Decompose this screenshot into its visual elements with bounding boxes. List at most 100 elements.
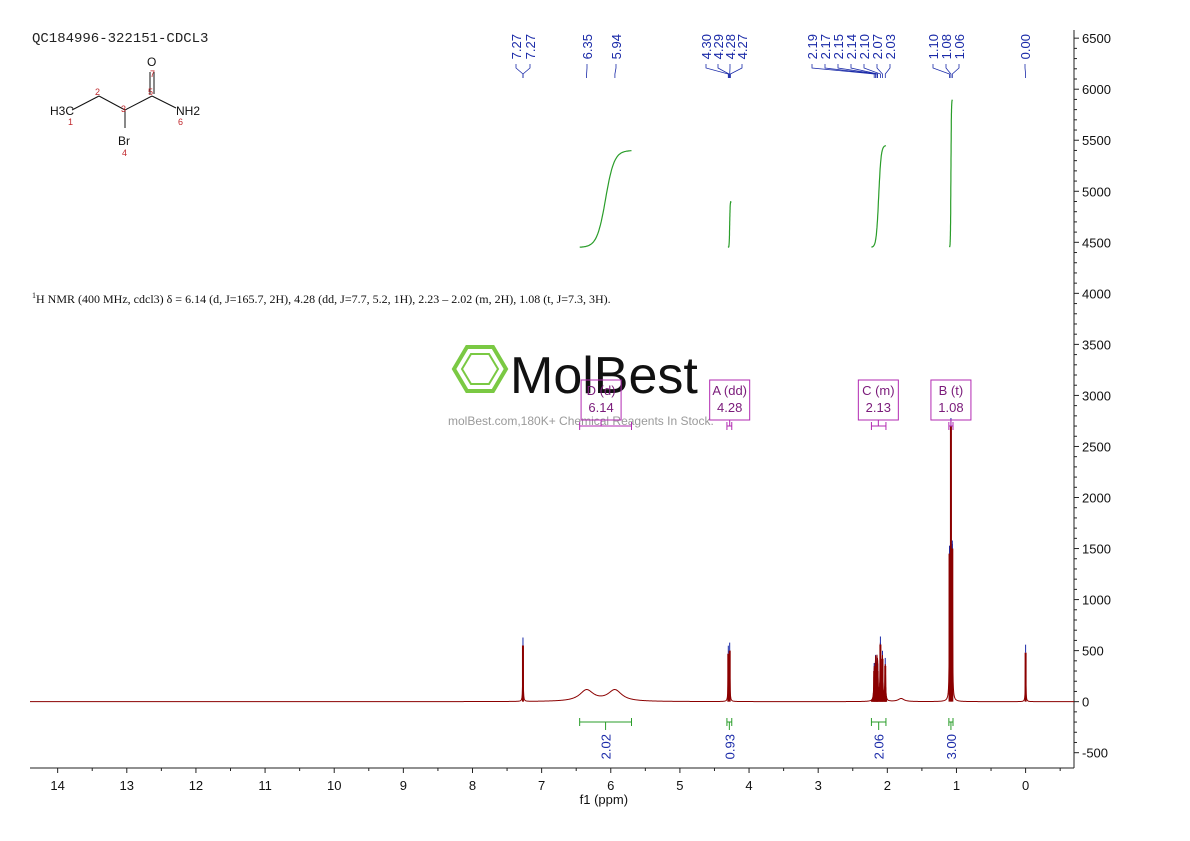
molbest-logo-icon — [451, 345, 509, 393]
peak-shift-label: 2.10 — [857, 34, 872, 59]
multiplet-label: A (dd) — [712, 383, 747, 398]
y-tick-label: 2500 — [1082, 439, 1111, 454]
y-tick-label: 6500 — [1082, 31, 1111, 46]
x-axis-label: f1 (ppm) — [580, 792, 628, 807]
atom-number-2: 2 — [95, 87, 100, 97]
atom-number-5: 5 — [148, 87, 153, 97]
peak-label-connector — [522, 64, 531, 78]
y-tick-label: 3000 — [1082, 388, 1111, 403]
peak-label-connector — [705, 64, 729, 78]
y-tick-label: 4500 — [1082, 235, 1111, 250]
x-tick-label: 3 — [815, 778, 822, 793]
nmr-summary-text: 1H NMR (400 MHz, cdcl3) δ = 6.14 (d, J=1… — [32, 287, 632, 308]
atom-number-4: 4 — [122, 148, 127, 158]
molbest-watermark: MolBest molBest.com,180K+ Chemical Reage… — [448, 345, 714, 428]
peak-shift-label: 5.94 — [609, 34, 624, 59]
peak-label-connector — [876, 64, 883, 78]
peak-shift-label: 2.03 — [883, 34, 898, 59]
integral-curve — [871, 145, 887, 248]
y-tick-label: 1500 — [1082, 542, 1111, 557]
integral-value: 2.02 — [599, 734, 614, 759]
peak-shift-label: 2.17 — [818, 34, 833, 59]
nmr-summary-body: H NMR (400 MHz, cdcl3) δ = 6.14 (d, J=16… — [36, 292, 611, 306]
peak-shift-label: 0.00 — [1018, 34, 1033, 59]
y-tick-label: 6000 — [1082, 82, 1111, 97]
peak-shift-label: 2.14 — [844, 34, 859, 59]
peak-shift-label: 2.07 — [870, 34, 885, 59]
atom-h3c: H3C — [50, 104, 74, 118]
y-tick-label: 5000 — [1082, 184, 1111, 199]
multiplet-label: C (m) — [862, 383, 895, 398]
integral-value: 0.93 — [722, 734, 737, 759]
x-tick-label: 11 — [258, 778, 272, 793]
multiplet-shift: 4.28 — [717, 400, 742, 415]
peak-shift-label: 1.06 — [952, 34, 967, 59]
x-tick-label: 14 — [50, 778, 64, 793]
peak-shift-label: 6.35 — [580, 34, 595, 59]
peak-shift-label: 2.15 — [831, 34, 846, 59]
atom-number-7: 7 — [150, 69, 155, 79]
axes-layer: 14 13 12 11 10 9 8 7 6 5 4 3 2 1 0f1 (ppm)-50005001000… — [30, 30, 1111, 807]
peak-label-connector — [515, 64, 524, 78]
atom-number-6: 6 — [178, 117, 183, 127]
y-tick-label: 5500 — [1082, 133, 1111, 148]
x-tick-label: 10 — [327, 778, 341, 793]
watermark-tagline: molBest.com,180K+ Chemical Reagents In S… — [448, 414, 714, 428]
peak-shift-label: 4.29 — [711, 34, 726, 59]
x-tick-label: 6 — [607, 778, 614, 793]
spectrum-trace — [30, 460, 1074, 703]
atom-number-3: 3 — [121, 104, 126, 114]
y-tick-label: 2000 — [1082, 491, 1111, 506]
integral-curve — [948, 99, 953, 248]
x-tick-label: 5 — [676, 778, 683, 793]
peak-label-connector — [730, 64, 743, 78]
x-tick-label: 9 — [400, 778, 407, 793]
peak-label-connector — [1024, 64, 1026, 78]
x-tick-label: 7 — [538, 778, 545, 793]
peak-label-connector — [614, 64, 617, 78]
peak-shift-label: 4.27 — [735, 34, 750, 59]
peak-label-connector — [863, 64, 881, 78]
atom-o: O — [147, 55, 156, 69]
peak-label-layer: 7.27 7.27 6.35 5.94 4.304.294.284.27 2.192.17… — [509, 34, 1033, 78]
spectrum-layer — [30, 418, 1074, 703]
x-tick-label: 12 — [189, 778, 203, 793]
multiplet-shift: 2.13 — [866, 400, 891, 415]
integral-value: 2.06 — [872, 734, 887, 759]
integral-curve — [579, 150, 632, 248]
molecule-structure: H3C 1 2 3 Br 4 5 NH2 6 O 7 — [50, 55, 200, 158]
integral-layer: 2.02 0.93 2.06 3.00 — [579, 99, 959, 759]
x-tick-label: 2 — [884, 778, 891, 793]
integral-curve — [727, 201, 732, 248]
peak-label-connector — [811, 64, 875, 78]
x-tick-label: 4 — [745, 778, 752, 793]
peak-label-connector — [717, 64, 730, 78]
y-tick-label: 0 — [1082, 695, 1089, 710]
atom-br: Br — [118, 134, 130, 148]
peak-shift-label: 2.19 — [805, 34, 820, 59]
peak-shift-label: 7.27 — [509, 34, 524, 59]
x-tick-label: 0 — [1022, 778, 1029, 793]
x-tick-label: 13 — [120, 778, 134, 793]
peak-label-connector — [951, 64, 960, 78]
y-tick-label: 1000 — [1082, 593, 1111, 608]
peak-label-connector — [824, 64, 876, 78]
peak-shift-label: 4.30 — [699, 34, 714, 59]
watermark-logo-text: MolBest — [510, 347, 698, 405]
multiplet-shift: 6.14 — [588, 400, 613, 415]
multiplet-label: D (d) — [587, 383, 616, 398]
peak-shift-label: 4.28 — [723, 34, 738, 59]
atom-nh2: NH2 — [176, 104, 200, 118]
peak-label-connector — [884, 64, 891, 78]
peak-shift-label: 7.27 — [523, 34, 538, 59]
multiplet-layer: D (d) 6.14 A (dd) 4.28 C (m) 2.13 B (t) 1.08 — [579, 379, 972, 430]
y-tick-label: 500 — [1082, 644, 1104, 659]
peak-shift-label: 1.10 — [926, 34, 941, 59]
peak-label-connector — [945, 64, 952, 78]
multiplet-shift: 1.08 — [938, 400, 963, 415]
peak-label-connector — [837, 64, 878, 78]
sample-id: QC184996-322151-CDCL3 — [32, 31, 209, 47]
y-tick-label: -500 — [1082, 746, 1108, 761]
x-tick-label: 8 — [469, 778, 476, 793]
